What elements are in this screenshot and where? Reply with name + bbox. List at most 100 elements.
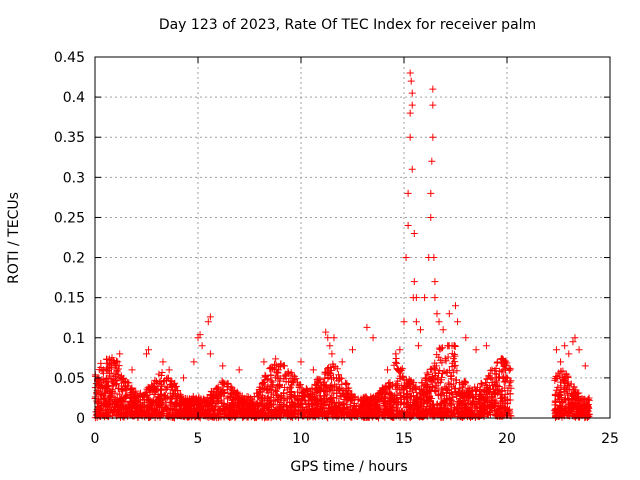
roti-point-background xyxy=(96,379,104,387)
roti-point-background xyxy=(225,393,233,401)
roti-point xyxy=(407,77,415,85)
roti-point-background xyxy=(437,399,445,407)
roti-point-background xyxy=(405,379,413,387)
roti-point-background xyxy=(451,343,459,351)
roti-point xyxy=(410,278,418,286)
roti-point-background xyxy=(103,355,111,363)
roti-point-background xyxy=(196,397,204,405)
roti-point-background xyxy=(243,409,251,417)
roti-point-background xyxy=(420,385,428,393)
roti-point-background xyxy=(102,409,110,417)
roti-point-background xyxy=(220,379,228,387)
roti-point-background xyxy=(316,392,324,400)
roti-point xyxy=(439,326,447,334)
roti-point xyxy=(384,366,392,374)
roti-point-background xyxy=(94,403,102,411)
roti-point-background xyxy=(375,406,383,414)
roti-point xyxy=(499,366,507,374)
roti-point xyxy=(428,157,436,165)
roti-point-background xyxy=(385,383,393,391)
roti-point-background xyxy=(257,395,265,403)
roti-point xyxy=(165,366,173,374)
roti-point xyxy=(309,366,317,374)
roti-point-background xyxy=(266,405,274,413)
roti-point xyxy=(406,69,414,77)
roti-point-background xyxy=(103,384,111,392)
roti-point-background xyxy=(196,400,204,408)
roti-point-background xyxy=(210,391,218,399)
roti-point-background xyxy=(103,401,111,409)
roti-point-background xyxy=(305,399,313,407)
roti-point-background xyxy=(316,408,324,416)
roti-point-background xyxy=(162,401,170,409)
roti-point-background xyxy=(268,365,276,373)
roti-point-background xyxy=(163,383,171,391)
plot-frame xyxy=(94,56,611,419)
roti-point-background xyxy=(272,413,280,421)
roti-point-background xyxy=(443,386,451,394)
roti-point-background xyxy=(291,400,299,408)
roti-point-background xyxy=(322,381,330,389)
roti-point-background xyxy=(256,399,264,407)
roti-point-background xyxy=(258,380,266,388)
roti-point-background xyxy=(554,392,562,400)
roti-point-background xyxy=(396,391,404,399)
roti-point-background xyxy=(424,370,432,378)
roti-point xyxy=(206,350,214,358)
roti-point-background xyxy=(420,391,428,399)
roti-point xyxy=(116,350,124,358)
roti-point-background xyxy=(100,389,108,397)
roti-point-background xyxy=(314,397,322,405)
roti-point-background xyxy=(118,374,126,382)
roti-point-background xyxy=(560,405,568,413)
roti-point-background xyxy=(465,392,473,400)
roti-point-background xyxy=(321,407,329,415)
roti-point-background xyxy=(326,385,334,393)
roti-point xyxy=(330,334,338,342)
roti-point-background xyxy=(287,383,295,391)
roti-point-background xyxy=(324,411,332,419)
roti-point-background xyxy=(359,401,367,409)
roti-point-background xyxy=(160,405,168,413)
roti-point xyxy=(575,346,583,354)
roti-point-background xyxy=(585,396,593,404)
roti-point-background xyxy=(338,409,346,417)
roti-point-background xyxy=(251,412,259,420)
roti-point-background xyxy=(129,396,137,404)
roti-point xyxy=(400,318,408,326)
roti-point-background xyxy=(417,390,425,398)
roti-point-background xyxy=(112,380,120,388)
y-tick-label: 0.05 xyxy=(54,371,85,387)
x-tick-label: 0 xyxy=(91,431,100,447)
roti-point-background xyxy=(143,385,151,393)
roti-point-background xyxy=(442,411,450,419)
roti-point-background xyxy=(111,397,119,405)
roti-point-background xyxy=(327,364,335,372)
roti-point-background xyxy=(506,365,514,373)
roti-point-background xyxy=(568,408,576,416)
roti-point xyxy=(410,229,418,237)
roti-point-background xyxy=(207,405,215,413)
roti-point-background xyxy=(286,388,294,396)
roti-point-background xyxy=(241,394,249,402)
roti-point-background xyxy=(403,395,411,403)
roti-point-background xyxy=(388,392,396,400)
roti-point-background xyxy=(413,401,421,409)
roti-point-background xyxy=(345,384,353,392)
roti-point-background xyxy=(147,398,155,406)
roti-point-background xyxy=(303,386,311,394)
roti-point-background xyxy=(272,355,280,363)
roti-point-background xyxy=(485,388,493,396)
roti-point-background xyxy=(154,397,162,405)
roti-point-background xyxy=(475,388,483,396)
roti-point xyxy=(427,189,435,197)
roti-point-background xyxy=(159,410,167,418)
roti-point-background xyxy=(315,385,323,393)
roti-point-background xyxy=(567,399,575,407)
roti-point-background xyxy=(400,399,408,407)
roti-point xyxy=(462,334,470,342)
roti-point-background xyxy=(379,408,387,416)
roti-point-background xyxy=(495,383,503,391)
roti-point-background xyxy=(340,413,348,421)
